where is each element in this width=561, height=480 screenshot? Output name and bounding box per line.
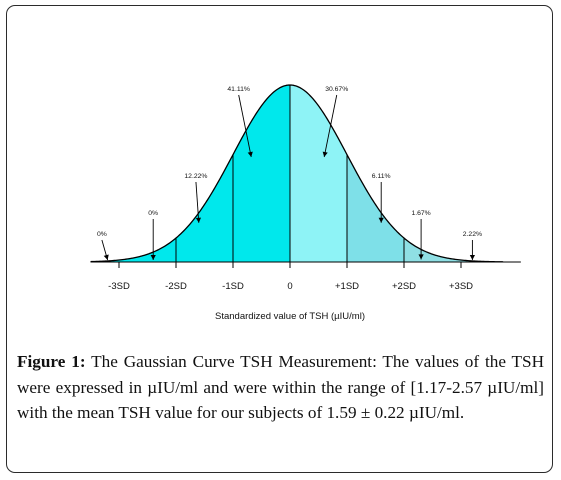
figure-label: Figure 1:	[17, 352, 86, 371]
segment-label: 0%	[97, 231, 107, 238]
arrow-head	[247, 151, 253, 157]
tick-label: -1SD	[222, 281, 244, 292]
segment-label: 41.11%	[227, 86, 250, 93]
tick-label: -3SD	[108, 281, 130, 292]
tick-label: +1SD	[335, 281, 359, 292]
curve-fill-regions	[101, 85, 484, 262]
segment-percent-labels: 0% 0% 12.22% 41.11% 30.67% 6.11% 1.67% 2.22%	[97, 86, 482, 238]
segment-label: 1.67%	[411, 210, 430, 217]
tick-label: 0	[287, 281, 292, 292]
arrow-head	[150, 255, 156, 260]
region-6	[404, 238, 461, 262]
sd-divider-lines	[175, 85, 405, 262]
arrow-shaft	[238, 94, 252, 158]
arrow-head	[469, 255, 475, 260]
arrow-head	[322, 151, 328, 157]
caption-text: The Gaussian Curve TSH Measurement: The …	[17, 352, 544, 422]
x-axis-ticks: -3SD -2SD -1SD 0 +1SD +2SD +3SD	[108, 262, 473, 292]
segment-label: 30.67%	[325, 86, 348, 93]
segment-arrows	[101, 94, 475, 261]
arrow-head	[418, 254, 424, 260]
gaussian-chart: -3SD -2SD -1SD 0 +1SD +2SD +3SD 0% 0% 12.22% 41.1…	[90, 84, 521, 322]
region-1	[119, 238, 176, 262]
tick-label: -2SD	[165, 281, 187, 292]
tick-label: +2SD	[392, 281, 416, 292]
figure-caption: Figure 1: The Gaussian Curve TSH Measure…	[17, 349, 544, 426]
arrow-shaft	[195, 181, 200, 223]
segment-label: 0%	[148, 210, 158, 217]
region-4	[290, 85, 347, 262]
region-3	[233, 85, 290, 262]
arrow-shaft	[323, 94, 338, 158]
tick-label: +3SD	[449, 281, 473, 292]
gaussian-curve-line	[90, 84, 504, 263]
segment-label: 2.22%	[463, 231, 482, 238]
x-axis-label: Standardized value of TSH (µIU/ml)	[215, 311, 365, 322]
arrow-head	[195, 217, 202, 223]
arrow-head	[103, 254, 109, 260]
segment-label: 12.22%	[184, 173, 207, 180]
arrow-head	[378, 217, 384, 223]
segment-label: 6.11%	[372, 173, 391, 180]
